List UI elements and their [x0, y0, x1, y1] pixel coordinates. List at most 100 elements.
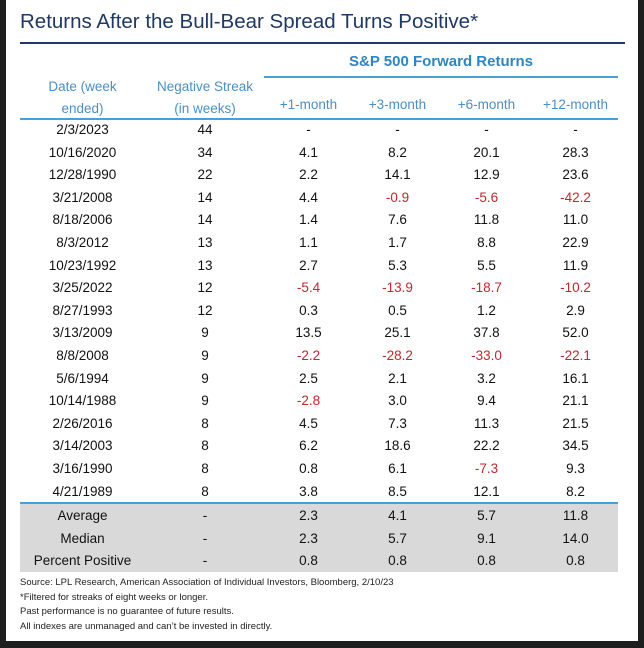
table-cell: - [202, 553, 208, 569]
table-cell: -5.6 [474, 189, 499, 205]
table-cell: -5.4 [296, 280, 321, 296]
table-cell: 3.0 [388, 393, 407, 409]
table-row: 10/23/1992 13 2.7 5.3 5.5 11.9 [20, 255, 618, 278]
table-cell: 10/16/2020 [48, 144, 117, 160]
table-cell: 2.2 [299, 167, 318, 183]
table-cell: 34.5 [562, 438, 589, 454]
table-cell: 14.0 [562, 530, 589, 546]
table-cell: 13.5 [295, 325, 322, 341]
table-cell: 12 [197, 280, 213, 296]
table-cell: 3/25/2022 [52, 280, 113, 296]
table-cell: 1.4 [299, 212, 318, 228]
table-cell: 4.5 [299, 415, 318, 431]
table-cell: 12/28/1990 [48, 167, 117, 183]
table-cell: 16.1 [562, 370, 589, 386]
table-cell: 7.6 [388, 212, 407, 228]
table-cell: 21.1 [562, 393, 589, 409]
table-row: 3/13/2009 9 13.5 25.1 37.8 52.0 [20, 322, 618, 345]
table-row: 8/18/2006 14 1.4 7.6 11.8 11.0 [20, 209, 618, 232]
summary-row: Average - 2.3 4.1 5.7 11.8 [20, 505, 618, 528]
table-cell: 11.3 [473, 415, 500, 431]
table-cell: 5.3 [388, 257, 407, 273]
table-cell: - [484, 122, 489, 137]
table-cell: 11.9 [562, 257, 589, 273]
table-cell: -10.2 [560, 280, 591, 296]
table-cell: 3/16/1990 [52, 461, 113, 476]
table-cell: 6.2 [299, 438, 318, 454]
footnote-source: Source: LPL Research, American Associati… [20, 577, 394, 588]
column-header-6-month: +6-month [457, 97, 516, 112]
column-header-date-line2: ended) [61, 101, 104, 116]
table-cell: 1.7 [388, 235, 407, 250]
table-cell: 8/27/1993 [52, 302, 113, 318]
table-cell: 3/13/2009 [52, 325, 113, 341]
table-cell: Median [60, 530, 105, 546]
table-cell: 9 [201, 325, 209, 341]
table-cell: - [306, 122, 311, 137]
table-cell: 13 [197, 235, 213, 250]
chart-title: Returns After the Bull-Bear Spread Turns… [20, 10, 479, 33]
table-cell: 2.3 [299, 508, 318, 524]
table-cell: 0.8 [566, 553, 585, 569]
table-cell: 0.8 [299, 461, 318, 476]
table-cell: -0.9 [385, 189, 410, 205]
table-row: 10/14/1988 9 -2.8 3.0 9.4 21.1 [20, 390, 618, 413]
table-row: 2/26/2016 8 4.5 7.3 11.3 21.5 [20, 413, 618, 436]
table-cell: 8/18/2006 [52, 212, 113, 228]
table-cell: 9.3 [566, 461, 585, 476]
table-cell: 2.9 [566, 302, 585, 318]
table-cell: 10/14/1988 [48, 393, 117, 409]
table-row: 12/28/1990 22 2.2 14.1 12.9 23.6 [20, 164, 618, 187]
table-cell: 8.5 [388, 483, 407, 499]
table-cell: 9 [201, 393, 209, 409]
table-cell: 8.2 [388, 144, 407, 160]
table-cell: -33.0 [471, 348, 502, 363]
table-cell: -2.8 [296, 393, 321, 409]
table-row: 10/16/2020 34 4.1 8.2 20.1 28.3 [20, 142, 618, 165]
table-cell: 25.1 [384, 325, 411, 341]
table-cell: 8.8 [477, 235, 496, 250]
summary-shading [20, 503, 618, 572]
table-cell: 5.7 [477, 508, 496, 524]
table-cell: 22 [197, 167, 213, 183]
title-rule [20, 42, 625, 44]
table-cell: 8 [201, 415, 209, 431]
group-header: S&P 500 Forward Returns [349, 53, 533, 70]
table-cell: -7.3 [474, 461, 499, 476]
table-cell: 3.8 [299, 483, 318, 499]
column-header-streak: Negative Streak (in weeks) [145, 76, 265, 120]
table-cell: 0.5 [388, 302, 407, 318]
table-cell: 3.2 [477, 370, 496, 386]
table-cell: 0.8 [299, 553, 318, 569]
table-cell: 0.8 [477, 553, 496, 569]
table-cell: 4.1 [299, 144, 318, 160]
table-cell: 3/14/2003 [52, 438, 113, 454]
table-row: 8/3/2012 13 1.1 1.7 8.8 22.9 [20, 232, 618, 255]
table-cell: -13.9 [382, 280, 413, 296]
table-cell: 52.0 [562, 325, 589, 341]
table-cell: 44 [197, 122, 213, 137]
table-cell: 22.2 [473, 438, 500, 454]
summary-row: Median - 2.3 5.7 9.1 14.0 [20, 528, 618, 551]
table-cell: -42.2 [560, 189, 591, 205]
table-cell: Average [57, 508, 108, 524]
table-cell: 9 [201, 348, 209, 363]
table-cell: - [202, 508, 208, 524]
table-cell: 6.1 [388, 461, 407, 476]
table-cell: 5.5 [477, 257, 496, 273]
table-row: 3/21/2008 14 4.4 -0.9 -5.6 -42.2 [20, 187, 618, 210]
table-cell: 37.8 [473, 325, 500, 341]
table-cell: 22.9 [562, 235, 589, 250]
table-row: 8/8/2008 9 -2.2 -28.2 -33.0 -22.1 [20, 345, 618, 368]
table-cell: 21.5 [562, 415, 589, 431]
table-cell: 14 [197, 189, 213, 205]
table-cell: Percent Positive [33, 553, 132, 569]
table-cell: 2.7 [299, 257, 318, 273]
table-cell: 23.6 [562, 167, 589, 183]
table-row: 3/14/2003 8 6.2 18.6 22.2 34.5 [20, 435, 618, 458]
table-cell: 7.3 [388, 415, 407, 431]
summary-rule [20, 502, 618, 504]
table-cell: 2/3/2023 [56, 122, 109, 137]
table-cell: 9.4 [477, 393, 496, 409]
table-cell: 5/6/1994 [56, 370, 109, 386]
